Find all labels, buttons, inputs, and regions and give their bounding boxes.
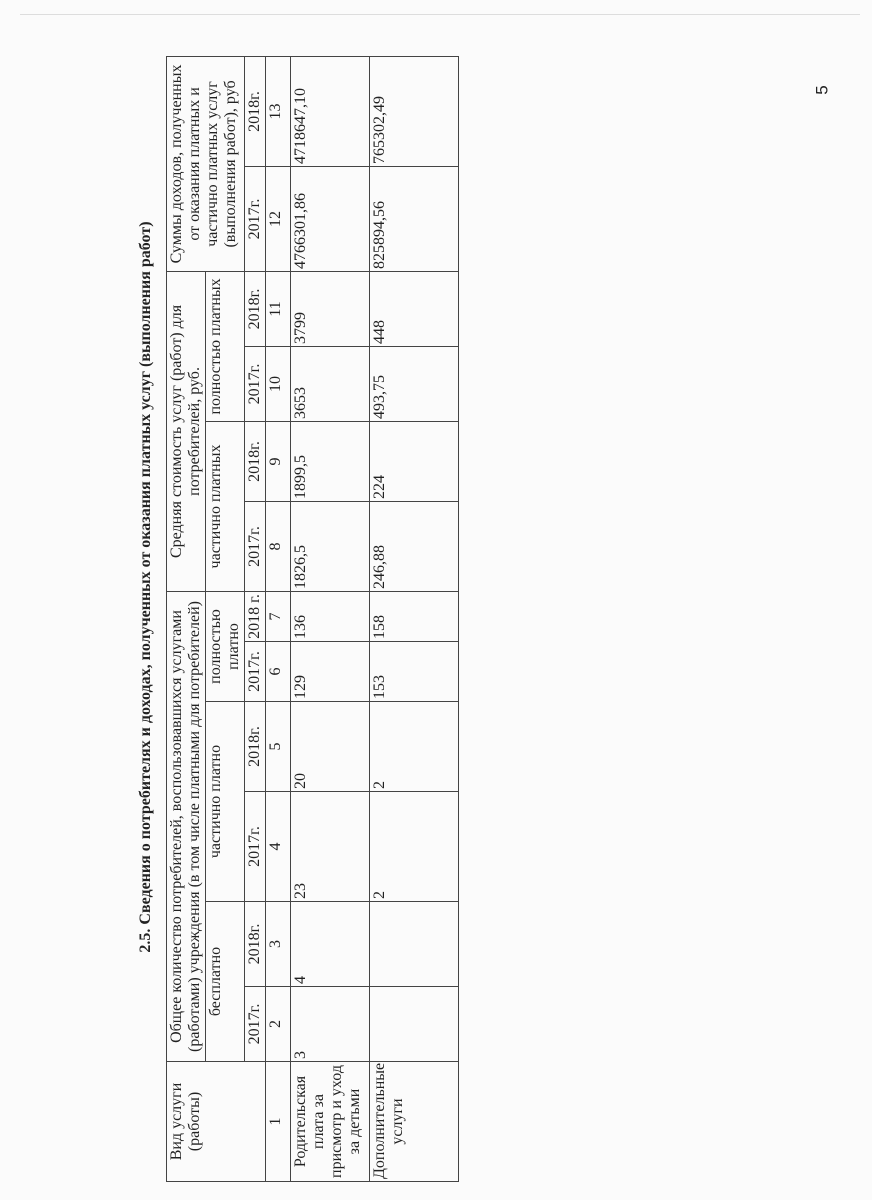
- value-cell: 3799: [290, 271, 370, 347]
- value-cell: 129: [290, 641, 370, 702]
- year-cell: 2018г.: [244, 701, 266, 792]
- value-cell: 4766301,86: [290, 166, 370, 272]
- header-avg-full: полностью платных: [205, 271, 245, 422]
- column-number: 3: [265, 901, 291, 987]
- header-partial: частично платно: [205, 701, 245, 902]
- scan-edge: [20, 14, 860, 15]
- column-number: 2: [265, 986, 291, 1062]
- rotated-page: 2.5. Сведения о потребителях и доходах, …: [130, 52, 500, 1182]
- value-cell: 2: [369, 791, 459, 902]
- value-cell: 448: [369, 271, 459, 347]
- year-cell: 2018г.: [244, 421, 266, 502]
- table-row: Дополнительные услуги 2 2 153 158 246,88 224 49…: [369, 56, 459, 1182]
- year-cell: 2017г.: [244, 166, 266, 272]
- column-number: 13: [265, 56, 291, 167]
- year-cell: 2017г.: [244, 986, 266, 1062]
- value-cell: 158: [369, 591, 459, 642]
- value-cell: 246,88: [369, 501, 459, 592]
- header-avg-partial: частично платных: [205, 421, 245, 592]
- column-number: 7: [265, 591, 291, 642]
- header-consumers: Общее количество потребителей, воспользо…: [166, 591, 206, 1062]
- column-number: 8: [265, 501, 291, 592]
- year-cell: 2017г.: [244, 501, 266, 592]
- table-row: Родительская плата за присмотр и уход за…: [290, 56, 370, 1182]
- value-cell: 2: [369, 701, 459, 792]
- year-cell: 2018г.: [244, 56, 266, 167]
- year-cell: 2017г.: [244, 791, 266, 902]
- value-cell: 224: [369, 421, 459, 502]
- value-cell: 825894,56: [369, 166, 459, 272]
- page-number: 5: [812, 85, 832, 95]
- header-free: бесплатно: [205, 901, 245, 1062]
- year-cell: 2017г.: [244, 346, 266, 422]
- value-cell: 493,75: [369, 346, 459, 422]
- header-avg-cost: Средняя стоимость услуг (работ) для потр…: [166, 271, 206, 592]
- value-cell: 23: [290, 791, 370, 902]
- value-cell: 153: [369, 641, 459, 702]
- header-service: Вид услуги (работы): [166, 1061, 266, 1182]
- column-number: 10: [265, 346, 291, 422]
- services-table: Вид услуги (работы) Общее количество пот…: [166, 56, 459, 1182]
- column-numbers-row: 1 2 3 4 5 6 7 8 9 10 11 12 13: [265, 56, 291, 1182]
- service-name-cell: Дополнительные услуги: [369, 1061, 459, 1182]
- column-number: 12: [265, 166, 291, 272]
- value-cell: 136: [290, 591, 370, 642]
- column-number: 4: [265, 791, 291, 902]
- year-cell: 2018г.: [244, 271, 266, 347]
- value-cell: [369, 986, 459, 1062]
- column-number: 1: [265, 1061, 291, 1182]
- column-number: 5: [265, 701, 291, 792]
- year-cell: 2018 г.: [244, 591, 266, 642]
- value-cell: [369, 901, 459, 987]
- column-number: 6: [265, 641, 291, 702]
- value-cell: 3653: [290, 346, 370, 422]
- value-cell: 3: [290, 986, 370, 1062]
- value-cell: 20: [290, 701, 370, 792]
- year-cell: 2018г.: [244, 901, 266, 987]
- header-income: Суммы доходов, полученных от оказания пл…: [166, 56, 245, 272]
- service-name-cell: Родительская плата за присмотр и уход за…: [290, 1061, 370, 1182]
- value-cell: 765302,49: [369, 56, 459, 167]
- value-cell: 4718647,10: [290, 56, 370, 167]
- column-number: 9: [265, 421, 291, 502]
- value-cell: 1899,5: [290, 421, 370, 502]
- year-cell: 2017г.: [244, 641, 266, 702]
- column-number: 11: [265, 271, 291, 347]
- section-title: 2.5. Сведения о потребителях и доходах, …: [137, 221, 154, 953]
- header-full: полностью платно: [205, 591, 245, 702]
- value-cell: 4: [290, 901, 370, 987]
- value-cell: 1826,5: [290, 501, 370, 592]
